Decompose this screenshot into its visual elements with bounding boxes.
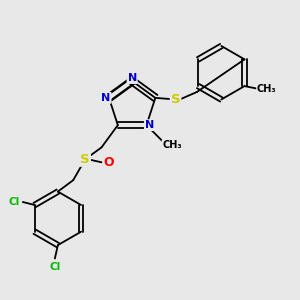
Text: O: O (103, 156, 114, 169)
Text: N: N (101, 93, 111, 103)
Text: N: N (145, 120, 154, 130)
Text: S: S (80, 153, 90, 166)
Text: S: S (171, 93, 180, 106)
Text: CH₃: CH₃ (163, 140, 182, 150)
Text: Cl: Cl (49, 262, 61, 272)
Text: N: N (128, 73, 137, 83)
Text: Cl: Cl (9, 197, 20, 207)
Text: CH₃: CH₃ (257, 84, 277, 94)
